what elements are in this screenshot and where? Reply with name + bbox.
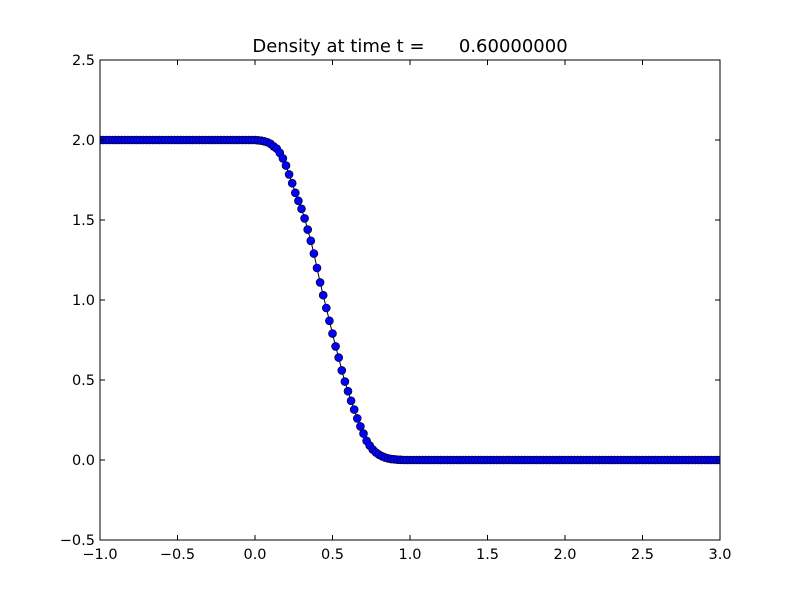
data-point [321, 303, 331, 313]
data-point [281, 161, 291, 170]
data-point [315, 278, 325, 287]
y-tick-label: −0.5 [60, 533, 95, 549]
x-tick-label: 3.0 [708, 547, 731, 563]
y-tick-label: 1.5 [72, 213, 95, 229]
tick-layer: −1.0 −0.5 0.0 0.5 1.0 1.5 2.0 2.5 3.0−0.50.00.51… [60, 53, 732, 563]
data-point [284, 170, 294, 179]
plot-area: −1.0 −0.5 0.0 0.5 1.0 1.5 2.0 2.5 3.0−0.50.00.51… [60, 53, 732, 563]
data-point [318, 290, 328, 300]
x-tick-label: −0.5 [160, 547, 195, 563]
y-tick-label: 1.0 [72, 293, 95, 309]
data-point [290, 188, 300, 198]
y-tick-label: 2.5 [72, 53, 95, 69]
data-point [306, 236, 316, 246]
y-tick-label: 2.0 [72, 133, 95, 149]
data-point [356, 422, 365, 431]
data-point [359, 429, 368, 438]
data-point [309, 249, 319, 258]
data-point [337, 366, 347, 375]
x-tick-label: 1.0 [398, 547, 421, 563]
series-layer [100, 135, 720, 465]
x-tick-label: 0.5 [321, 547, 344, 563]
data-point [287, 178, 297, 188]
data-point [303, 225, 313, 234]
axes-frame [99, 59, 721, 541]
data-point [300, 214, 309, 223]
data-point [325, 316, 334, 326]
y-tick-label: 0.0 [72, 453, 95, 469]
data-point [328, 329, 337, 338]
data-point [349, 405, 359, 414]
data-point [312, 263, 322, 273]
data-point [334, 353, 344, 362]
chart-title: Density at time t = 0.60000000 [252, 36, 567, 57]
x-tick-label: 1.5 [476, 547, 499, 563]
x-tick-label: 0.0 [243, 547, 266, 563]
data-point [340, 377, 350, 386]
data-point [278, 154, 288, 163]
x-tick-label: 2.5 [631, 547, 654, 563]
data-point [331, 342, 340, 351]
data-point [294, 196, 303, 206]
x-tick-label: −1.0 [82, 547, 117, 563]
data-point [343, 386, 353, 396]
data-point [352, 414, 362, 423]
data-point [297, 204, 306, 214]
x-tick-label: 2.0 [553, 547, 576, 563]
y-tick-label: 0.5 [72, 373, 95, 389]
data-point [346, 396, 356, 406]
